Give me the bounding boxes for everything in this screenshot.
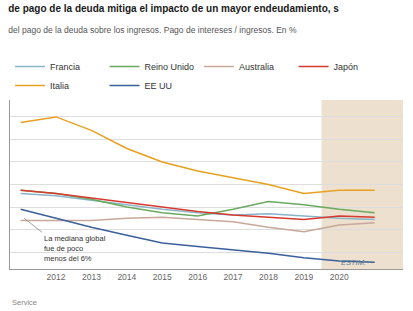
svg-text:2019: 2019 [294, 272, 313, 282]
svg-text:Australia: Australia [239, 62, 274, 72]
svg-text:La mediana globalfue de pocome: La mediana globalfue de pocomenos del 6% [44, 234, 106, 263]
svg-text:2012: 2012 [47, 272, 66, 282]
svg-text:2016: 2016 [188, 272, 207, 282]
svg-text:de pago de la deuda mitiga el: de pago de la deuda mitiga el impacto de… [8, 3, 339, 14]
svg-text:Service: Service [12, 298, 37, 307]
svg-text:2017: 2017 [224, 272, 243, 282]
svg-text:2020: 2020 [330, 272, 349, 282]
svg-text:2014: 2014 [117, 272, 136, 282]
svg-text:EE UU: EE UU [145, 81, 173, 91]
svg-text:Reino Unido: Reino Unido [145, 62, 195, 72]
svg-text:ESTIM.: ESTIM. [341, 258, 366, 267]
svg-text:2015: 2015 [153, 272, 172, 282]
svg-text:2013: 2013 [82, 272, 101, 282]
svg-text:Japón: Japón [334, 62, 359, 72]
svg-text:2018: 2018 [259, 272, 278, 282]
svg-text:Italia: Italia [50, 81, 69, 91]
svg-text:Francia: Francia [50, 62, 80, 72]
svg-text:del pago de la deuda sobre los: del pago de la deuda sobre los ingresos.… [8, 25, 297, 35]
